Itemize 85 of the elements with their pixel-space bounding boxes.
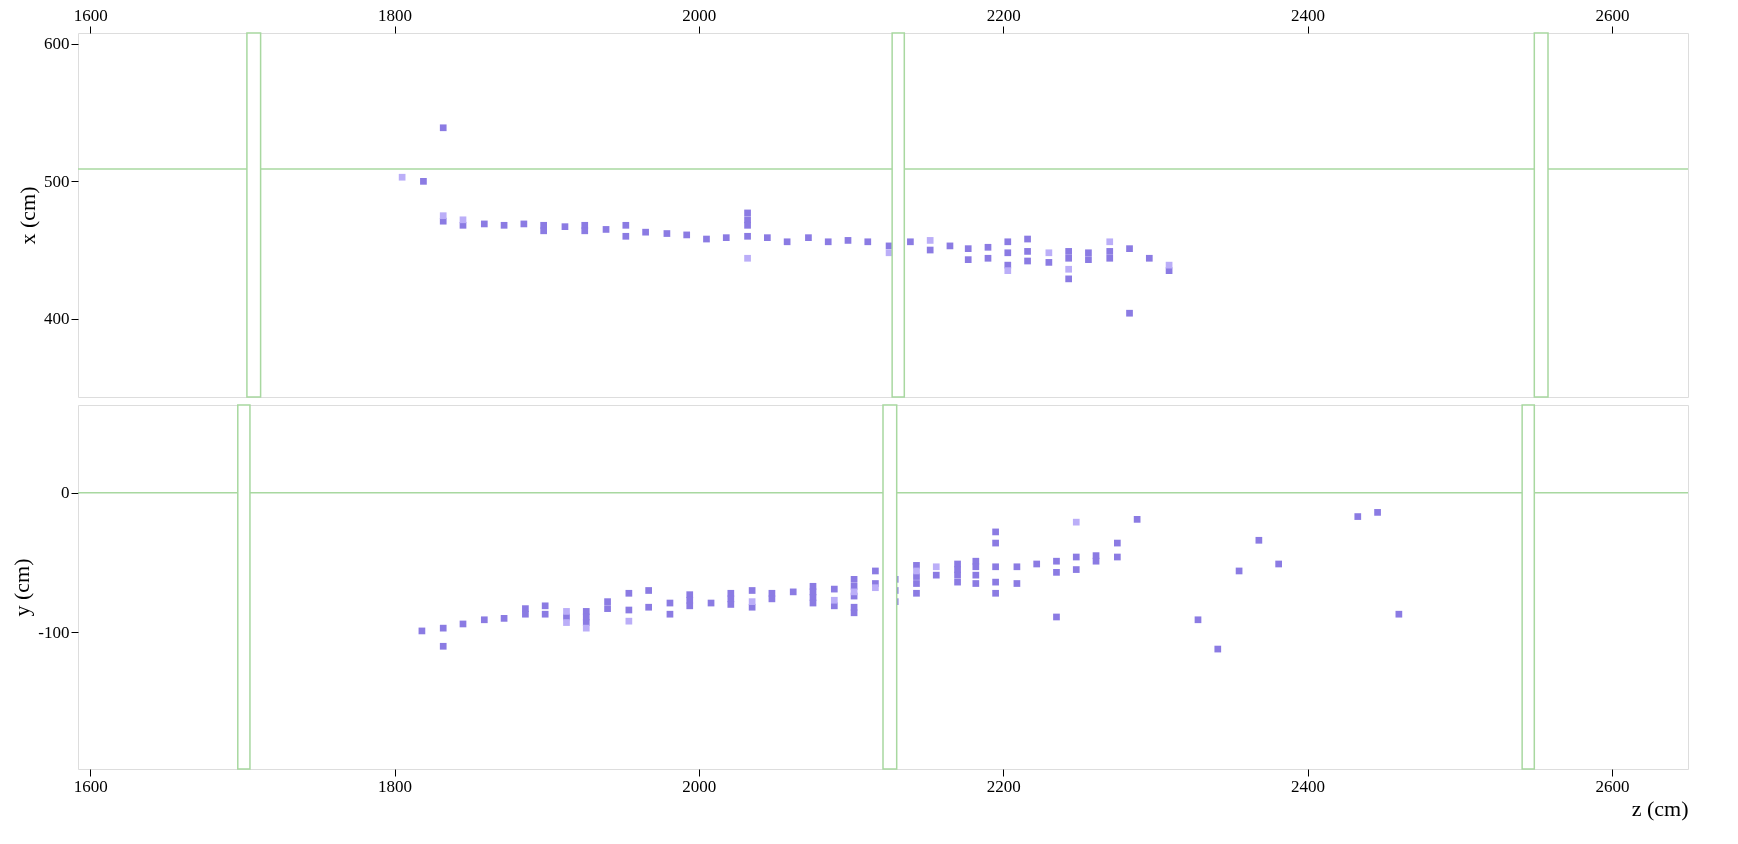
point bbox=[1065, 265, 1073, 273]
point bbox=[602, 226, 610, 233]
point bbox=[1106, 254, 1114, 262]
point bbox=[703, 235, 710, 243]
point bbox=[459, 216, 467, 224]
point bbox=[683, 231, 691, 239]
point bbox=[622, 221, 630, 229]
x-tick-label: 2000 bbox=[682, 5, 717, 25]
point bbox=[500, 221, 508, 229]
point bbox=[1085, 256, 1092, 263]
point bbox=[722, 234, 730, 242]
x-tick-label: 2600 bbox=[1595, 776, 1630, 796]
point bbox=[1072, 518, 1080, 526]
point bbox=[1065, 248, 1073, 255]
point bbox=[926, 246, 934, 254]
x-tick-label: 1600 bbox=[73, 776, 108, 796]
point bbox=[1126, 245, 1133, 253]
point bbox=[744, 221, 751, 229]
point bbox=[964, 256, 972, 263]
point bbox=[984, 243, 992, 251]
point bbox=[932, 563, 940, 571]
point bbox=[984, 254, 992, 262]
point bbox=[1004, 267, 1012, 274]
y-tick-label: 600 bbox=[44, 34, 70, 54]
x-tick-label: 2400 bbox=[1291, 776, 1326, 796]
point bbox=[1045, 249, 1053, 257]
point bbox=[1126, 309, 1133, 317]
point bbox=[783, 238, 791, 246]
point bbox=[582, 624, 590, 632]
point bbox=[625, 617, 633, 625]
point bbox=[439, 124, 447, 132]
point bbox=[744, 209, 751, 217]
point bbox=[926, 237, 934, 244]
point bbox=[1004, 238, 1012, 246]
point bbox=[872, 584, 879, 592]
point bbox=[581, 227, 589, 235]
y-tick-label: 0 bbox=[61, 483, 70, 503]
x-tick-label: 1600 bbox=[73, 5, 108, 25]
point bbox=[439, 212, 447, 220]
point bbox=[744, 232, 751, 240]
point bbox=[1065, 254, 1073, 262]
x-tick-label: 1800 bbox=[378, 5, 413, 25]
x-tick-label: 2000 bbox=[682, 776, 717, 796]
y-axis-title: y (cm) bbox=[9, 558, 35, 617]
point bbox=[1145, 254, 1153, 262]
point bbox=[563, 619, 570, 626]
point bbox=[748, 598, 756, 605]
point bbox=[763, 234, 771, 242]
point bbox=[1004, 249, 1012, 257]
point bbox=[561, 223, 569, 231]
point bbox=[864, 238, 872, 246]
point bbox=[1106, 238, 1114, 246]
point bbox=[563, 608, 570, 615]
y-tick-label: 400 bbox=[44, 309, 70, 329]
point bbox=[844, 237, 852, 244]
point bbox=[663, 230, 671, 237]
point bbox=[1106, 248, 1114, 255]
point bbox=[907, 238, 914, 246]
point bbox=[1085, 249, 1092, 257]
point bbox=[1024, 248, 1031, 255]
point bbox=[1045, 259, 1053, 266]
x-tick-label: 2600 bbox=[1595, 5, 1630, 25]
x-axis-title: z (cm) bbox=[1631, 795, 1689, 821]
point bbox=[913, 567, 920, 575]
y-tick-label: 500 bbox=[44, 171, 70, 191]
point bbox=[824, 238, 832, 246]
point bbox=[1065, 275, 1073, 283]
point bbox=[480, 220, 488, 228]
point bbox=[744, 254, 751, 262]
point bbox=[805, 234, 812, 242]
point bbox=[1024, 235, 1031, 243]
y-axis-title: x (cm) bbox=[15, 186, 40, 245]
point bbox=[964, 245, 972, 253]
point bbox=[1024, 257, 1031, 265]
x-tick-label: 2400 bbox=[1291, 5, 1326, 25]
x-tick-label: 2200 bbox=[986, 776, 1021, 796]
point bbox=[622, 232, 630, 240]
point bbox=[420, 177, 427, 185]
point bbox=[830, 596, 838, 604]
point bbox=[398, 173, 406, 181]
y-tick-label: -100 bbox=[38, 622, 70, 642]
x-tick-label: 2200 bbox=[986, 5, 1021, 25]
x-tick-label: 1800 bbox=[378, 776, 413, 796]
point bbox=[540, 227, 548, 235]
point bbox=[642, 228, 649, 236]
